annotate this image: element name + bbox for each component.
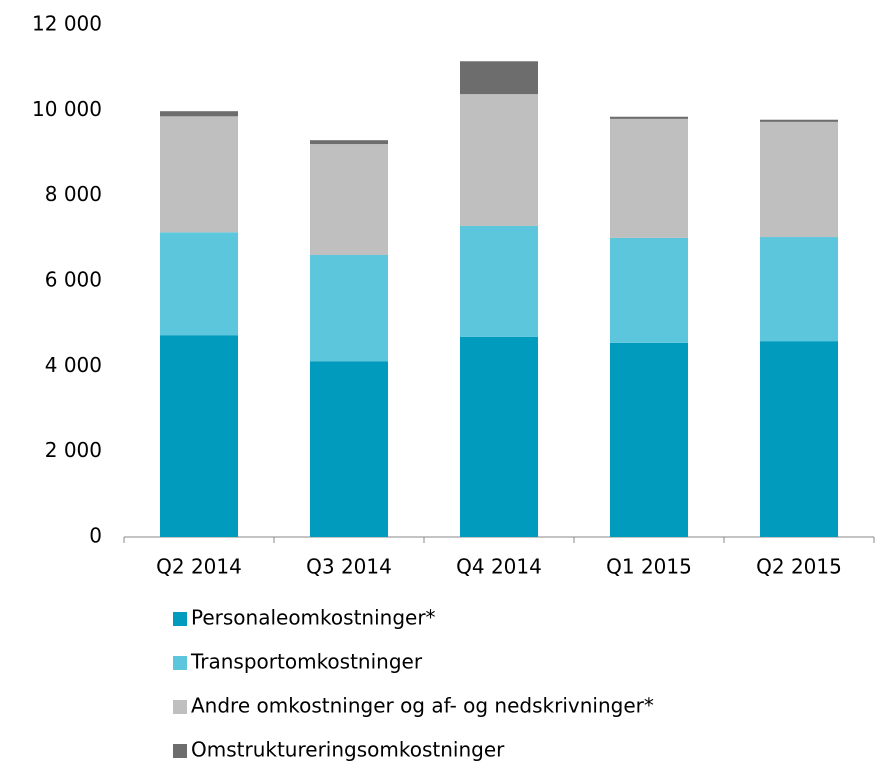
bar-segment: [760, 121, 838, 238]
bar-segment: [460, 61, 538, 95]
x-tick-label: Q4 2014: [456, 555, 542, 579]
bar-segment: [310, 361, 388, 537]
legend-label: Personaleomkostninger*: [191, 606, 436, 630]
bar-segment: [460, 225, 538, 337]
y-tick-label: 4 000: [45, 353, 102, 377]
legend-swatch: [173, 700, 187, 714]
legend-label: Transportomkostninger: [190, 650, 423, 674]
bar-segment: [760, 341, 838, 537]
bar-segment: [310, 140, 388, 145]
bar-segment: [760, 119, 838, 122]
x-tick-label: Q2 2014: [156, 555, 242, 579]
bar-segment: [160, 335, 238, 537]
y-tick-label: 2 000: [45, 438, 102, 462]
bar-segment: [160, 232, 238, 336]
y-tick-label: 10 000: [32, 97, 102, 121]
y-tick-label: 8 000: [45, 182, 102, 206]
bar-segment: [160, 111, 238, 117]
bar-segment: [310, 254, 388, 362]
legend-label: Andre omkostninger og af- og nedskrivnin…: [191, 694, 654, 718]
bar-segment: [460, 94, 538, 226]
y-tick-label: 0: [89, 524, 102, 548]
bar-segment: [610, 342, 688, 537]
bar-segment: [610, 116, 688, 119]
x-tick-label: Q3 2014: [306, 555, 392, 579]
legend-swatch: [173, 744, 187, 758]
legend-swatch: [173, 612, 187, 626]
bar-segment: [760, 237, 838, 342]
legend-swatch: [173, 656, 187, 670]
y-tick-label: 12 000: [32, 12, 102, 36]
bar-segment: [460, 336, 538, 537]
bar-segment: [610, 118, 688, 238]
bar-segment: [610, 237, 688, 343]
bar-segment: [310, 144, 388, 255]
x-tick-label: Q1 2015: [606, 555, 692, 579]
x-tick-label: Q2 2015: [756, 555, 842, 579]
bar-segment: [160, 116, 238, 233]
y-tick-label: 6 000: [45, 268, 102, 292]
legend-label: Omstruktureringsomkostninger: [191, 738, 505, 762]
